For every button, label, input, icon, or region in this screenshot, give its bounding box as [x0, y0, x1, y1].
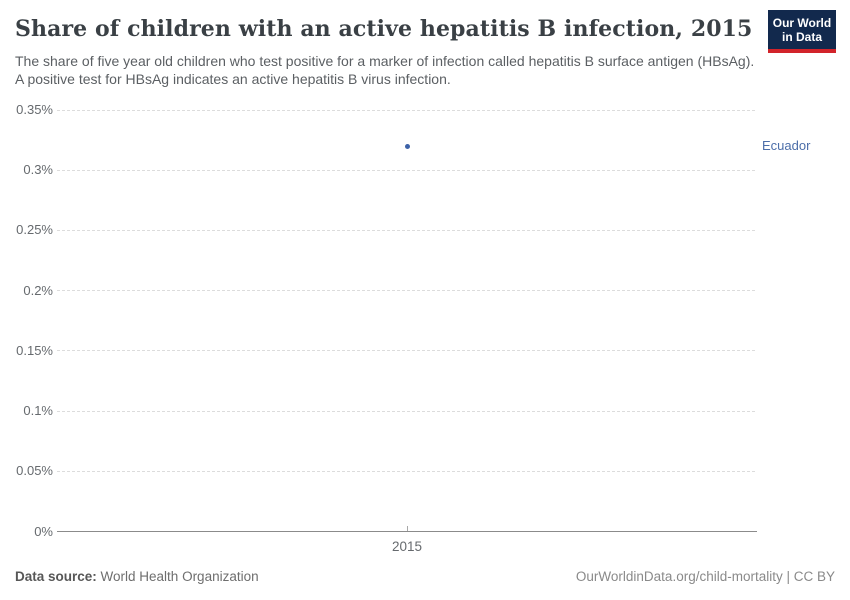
y-tick-label: 0.25%: [16, 222, 53, 238]
gridline: [57, 169, 755, 171]
y-tick-label: 0.05%: [16, 463, 53, 479]
y-tick-label: 0.35%: [16, 102, 53, 117]
gridline: [57, 470, 755, 472]
y-tick-label: 0.3%: [23, 162, 53, 178]
y-tick-label: 0.1%: [23, 403, 53, 419]
owid-logo-line1: Our World: [772, 15, 832, 30]
y-tick-label: 0%: [34, 523, 53, 539]
data-source-value: World Health Organization: [96, 569, 259, 584]
data-point-ecuador[interactable]: [404, 143, 410, 149]
x-tick-label: 2015: [391, 538, 423, 554]
y-tick-label: 0.15%: [16, 342, 53, 358]
entity-label-ecuador[interactable]: Ecuador: [762, 138, 811, 154]
owid-logo: Our World in Data: [768, 10, 836, 53]
chart-title: Share of children with an active hepatit…: [15, 16, 753, 42]
x-tick-mark: [407, 525, 408, 531]
data-source-label: Data source:: [15, 569, 97, 584]
y-tick-label: 0.2%: [23, 282, 53, 298]
gridline: [57, 229, 755, 231]
credit-link[interactable]: OurWorldinData.org/child-mortality | CC …: [575, 569, 835, 584]
gridline: [57, 350, 755, 352]
owid-logo-line2: in Data: [781, 29, 822, 44]
gridline: [57, 410, 755, 412]
x-axis-line: [57, 531, 757, 532]
gridline: [57, 290, 755, 292]
data-source-note: Data source: World Health Organization: [15, 569, 259, 584]
chart-subtitle: The share of five year old children who …: [15, 53, 755, 87]
gridline: [57, 109, 755, 111]
